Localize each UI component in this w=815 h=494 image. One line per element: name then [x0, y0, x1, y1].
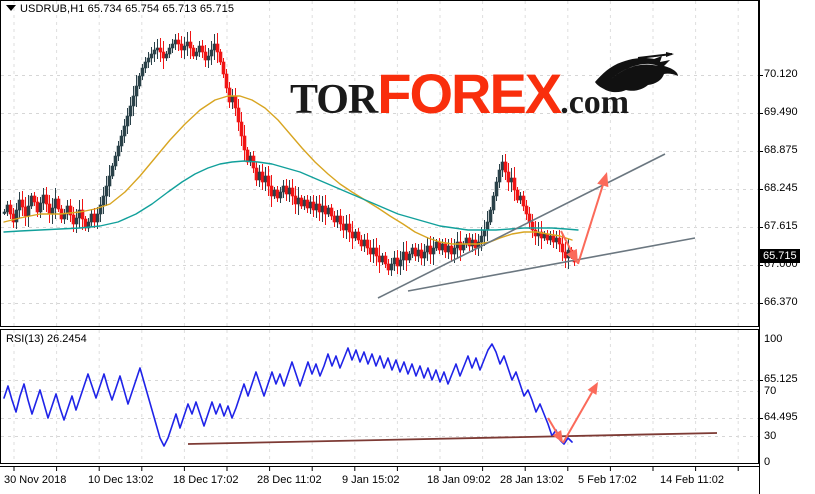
time-axis-tick: 28 Jan 13:02 — [500, 474, 564, 486]
time-axis-tick: 30 Nov 2018 — [4, 474, 67, 486]
time-axis-tick: 28 Dec 11:02 — [257, 474, 322, 486]
rsi-indicator-label: RSI(13) 26.2454 — [6, 333, 87, 345]
rsi-trendline — [187, 432, 718, 445]
chevron-down-icon[interactable] — [6, 5, 16, 11]
watermark-tor: TOR — [290, 77, 378, 123]
forecast-arrow — [577, 172, 609, 265]
symbol-header-text: USDRUB,H1 65.734 65.754 65.713 65.715 — [20, 3, 235, 15]
rsi-forecast-arrow — [562, 382, 598, 444]
price-axis-tick: 64.495 — [764, 411, 798, 423]
rsi-forecast-arrow — [547, 417, 563, 443]
ma-slow-line — [3, 160, 579, 233]
price-axis-tick: 70.120 — [764, 68, 798, 80]
grid — [1, 1, 763, 471]
time-axis-tick: 18 Jan 09:02 — [427, 474, 491, 486]
rsi-axis-tick: 100 — [764, 333, 783, 345]
time-axis-tick: 18 Dec 17:02 — [173, 474, 239, 486]
current-price-badge: 65.715 — [760, 249, 800, 263]
candlestick-series — [2, 31, 577, 276]
price-axis-tick: 69.490 — [764, 106, 798, 118]
symbol-header[interactable]: USDRUB,H1 65.734 65.754 65.713 65.715 — [6, 3, 234, 15]
time-axis-tick: 14 Feb 11:02 — [660, 474, 725, 486]
rsi-axis-tick: 70 — [764, 385, 777, 397]
watermark-logo: TORFOREX.com — [290, 66, 629, 122]
time-axis-tick: 10 Dec 13:02 — [88, 474, 154, 486]
price-axis-tick: 68.245 — [764, 182, 798, 194]
time-axis-tick: 5 Feb 17:02 — [578, 474, 637, 486]
trend-channel-line — [407, 237, 696, 292]
rsi-axis-tick: 0 — [764, 456, 771, 468]
forecast-arrow — [560, 230, 578, 264]
trend-channel-line — [377, 153, 666, 299]
price-axis-tick: 67.000 — [764, 258, 798, 270]
time-axis-tick: 9 Jan 15:02 — [342, 474, 400, 486]
price-panel-frame — [0, 0, 759, 327]
price-axis-tick: 65.125 — [764, 373, 798, 385]
bull-icon — [595, 52, 678, 93]
rsi-line — [3, 343, 573, 447]
price-axis-tick: 67.615 — [764, 220, 798, 232]
rsi-axis-tick: 30 — [764, 430, 777, 442]
price-axis-tick: 66.370 — [764, 296, 798, 308]
watermark-forex: FOREX — [377, 62, 562, 125]
price-axis-tick: 68.875 — [764, 144, 798, 156]
rsi-panel-frame — [0, 329, 759, 464]
